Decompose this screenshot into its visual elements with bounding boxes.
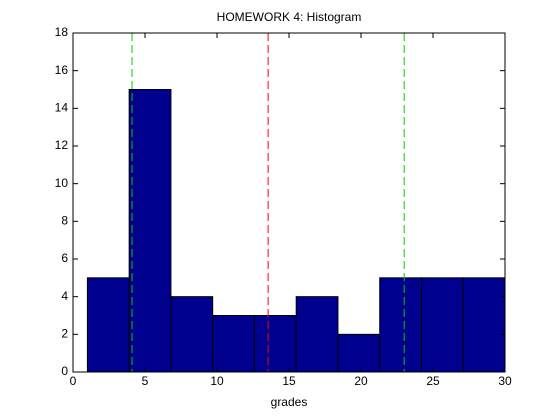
y-tick-label: 6: [61, 251, 68, 265]
bar: [295, 296, 339, 373]
bar: [462, 277, 506, 373]
x-tick-label: 20: [354, 374, 368, 388]
y-tick-label: 12: [55, 138, 69, 152]
bar: [379, 277, 422, 373]
bar: [86, 277, 130, 373]
y-tick-label: 16: [55, 63, 69, 77]
y-tick-label: 2: [61, 327, 68, 341]
x-tick-label: 5: [142, 374, 149, 388]
y-tick-label: 4: [61, 289, 68, 303]
y-tick-label: 18: [55, 25, 69, 39]
y-tick-label: 0: [61, 364, 68, 378]
x-tick-label: 15: [282, 374, 296, 388]
y-tick-label: 8: [61, 214, 68, 228]
x-tick-label: 10: [210, 374, 224, 388]
x-tick-label: 0: [70, 374, 77, 388]
bar: [253, 315, 297, 373]
chart-title: HOMEWORK 4: Histogram: [217, 10, 362, 24]
x-tick-label: 25: [426, 374, 440, 388]
bar: [337, 333, 381, 373]
bar: [420, 277, 464, 373]
bar: [170, 296, 214, 373]
y-tick-label: 10: [55, 176, 69, 190]
x-axis-label: grades: [271, 395, 308, 409]
x-tick-label: 30: [498, 374, 512, 388]
y-tick-label: 14: [55, 101, 69, 115]
bar: [128, 89, 172, 373]
bar: [212, 315, 255, 373]
